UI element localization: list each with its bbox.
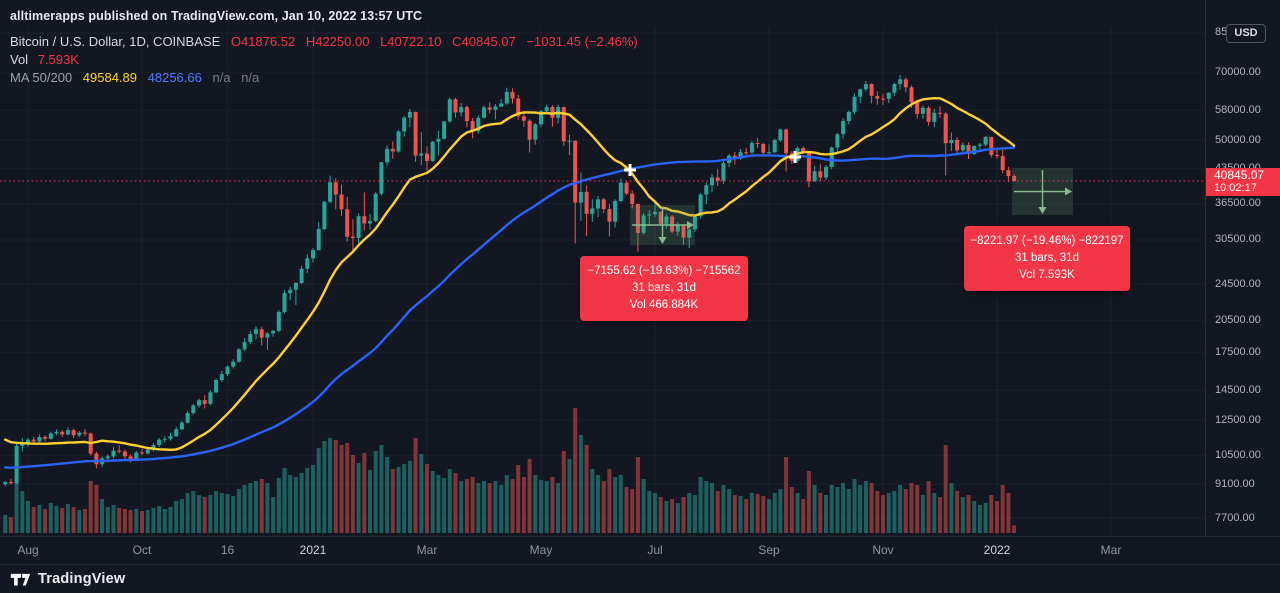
price-scale-label: 58000.00 — [1215, 103, 1261, 116]
time-axis-label: Aug — [17, 543, 39, 557]
price-scale-label: 70000.00 — [1215, 65, 1261, 78]
candles-layer — [3, 75, 1017, 487]
measure-change-line: −7155.62 (−19.63%) −715562 — [587, 265, 741, 277]
price-scale-label: 30500.00 — [1215, 233, 1261, 246]
price-scale-label: 10500.00 — [1215, 448, 1261, 461]
price-scale-label: 24500.00 — [1215, 277, 1261, 290]
price-change: −1031.45 (−2.46%) — [526, 34, 638, 49]
ohlc-high: H42250.00 — [305, 34, 370, 49]
ohlc-close: C40845.07 — [452, 34, 516, 49]
publisher-bar: alltimerapps published on TradingView.co… — [0, 0, 1280, 28]
time-axis[interactable]: Aug Oct 16 2021 Mar May Jul Sep Nov 2022 Mar — [0, 536, 1280, 564]
legend-volume-row: Vol 7.593K — [10, 51, 638, 69]
time-axis-label: Oct — [132, 543, 152, 557]
ma200-value: 48256.66 — [147, 70, 202, 85]
footer-bar: TradingView — [0, 564, 1280, 593]
time-axis-label: 2021 — [299, 543, 327, 557]
ma-na-1: n/a — [212, 70, 231, 85]
time-axis-label: Nov — [872, 543, 894, 557]
ohlc-low: L40722.10 — [380, 34, 442, 49]
volume-value: 7.593K — [37, 52, 79, 67]
currency-button[interactable]: USD — [1226, 24, 1266, 43]
price-scale-label: 9100.00 — [1215, 477, 1255, 490]
time-axis-label: Sep — [758, 543, 780, 557]
anchor-markers[interactable] — [624, 151, 801, 176]
time-axis-label: 2022 — [983, 543, 1011, 557]
ma50-line — [3, 96, 1016, 451]
measure-volume-line: Vol 7.593K — [1019, 269, 1075, 281]
time-axis-label: Mar — [416, 543, 438, 557]
symbol-title: Bitcoin / U.S. Dollar, 1D, COINBASE — [10, 34, 221, 49]
measure-range-1[interactable] — [630, 205, 695, 245]
measure-tooltip-1: −7155.62 (−19.63%) −715562 31 bars, 31d … — [580, 256, 748, 321]
price-scale-label: 12500.00 — [1215, 413, 1261, 426]
countdown-timer: 10:02:17 — [1214, 182, 1257, 194]
brand-name[interactable]: TradingView — [38, 571, 126, 587]
publisher-text: alltimerapps published on TradingView.co… — [10, 9, 423, 23]
time-axis-label: 16 — [220, 543, 235, 557]
volume-label: Vol — [10, 52, 29, 67]
measure-bars-line: 31 bars, 31d — [632, 282, 696, 294]
last-price-value: 40845.07 — [1214, 168, 1265, 182]
volume-layer — [3, 408, 1017, 533]
legend-ma-row: MA 50/200 49584.89 48256.66 n/a n/a — [10, 69, 638, 87]
ma200-line — [3, 146, 1016, 469]
time-axis-label: Jul — [647, 543, 663, 557]
measure-bars-line: 31 bars, 31d — [1015, 252, 1079, 264]
time-axis-label: Mar — [1100, 543, 1122, 557]
price-scale-label: 14500.00 — [1215, 383, 1261, 396]
measure-range-2[interactable] — [1012, 168, 1073, 215]
ma-label: MA 50/200 — [10, 70, 73, 85]
ma50-value: 49584.89 — [82, 70, 138, 85]
measure-volume-line: Vol 466.884K — [629, 299, 699, 311]
tradingview-logo-icon[interactable] — [10, 571, 31, 588]
price-scale-label: 50000.00 — [1215, 133, 1261, 146]
price-scale-label: 17500.00 — [1215, 345, 1261, 358]
legend-symbol-row: Bitcoin / U.S. Dollar, 1D, COINBASE O418… — [10, 33, 638, 51]
chart-legend: Bitcoin / U.S. Dollar, 1D, COINBASE O418… — [10, 33, 638, 87]
measure-change-line: −8221.97 (−19.46%) −822197 — [970, 235, 1124, 247]
ma-na-2: n/a — [241, 70, 260, 85]
price-scale[interactable]: 85000.0070000.0058000.0050000.0043500.00… — [1205, 0, 1280, 536]
measure-tooltip-2: −8221.97 (−19.46%) −822197 31 bars, 31d … — [964, 226, 1130, 291]
last-price-tag: 40845.07 10:02:17 — [1206, 168, 1280, 196]
price-scale-label: 7700.00 — [1215, 511, 1255, 524]
price-scale-label: 20500.00 — [1215, 313, 1261, 326]
price-scale-label: 36500.00 — [1215, 197, 1261, 210]
ohlc-open: O41876.52 — [230, 34, 296, 49]
time-axis-label: May — [529, 543, 553, 557]
